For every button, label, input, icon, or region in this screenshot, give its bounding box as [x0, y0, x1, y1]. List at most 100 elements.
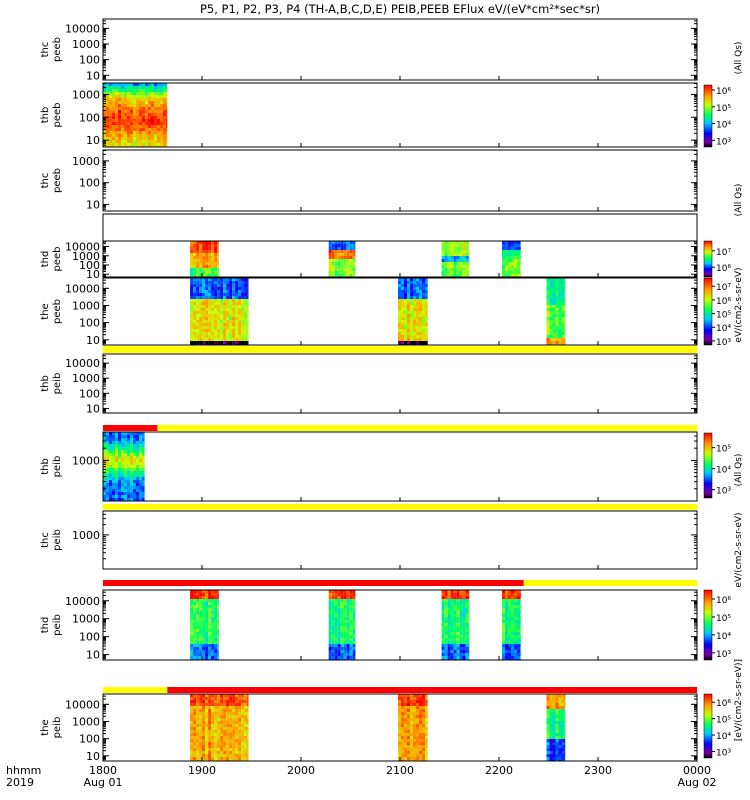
- y-tick-label: 10: [86, 198, 100, 211]
- y-tick-label: 10: [86, 334, 100, 347]
- colorbar-title: [eV/(cm2-s-sr-eV)]: [734, 659, 744, 741]
- spectrogram-block: [103, 83, 168, 147]
- y-tick-label: 1000: [72, 88, 100, 101]
- y-axis-label: thdpeib: [40, 614, 63, 636]
- colorbar: 10³ 10⁴ 10⁵ 10⁶: [703, 693, 731, 758]
- y-tick-label: 10: [86, 750, 100, 763]
- y-axis: 10 100 1000: [72, 149, 697, 211]
- spectrogram-block: [398, 278, 428, 345]
- panel-7: 1000 thbpeib 10³ 10⁴ 10⁵: [40, 431, 731, 510]
- status-bar: [167, 687, 698, 693]
- y-tick-label: 100: [79, 317, 100, 330]
- spectrogram-block: [328, 241, 356, 277]
- status-bar: [523, 580, 697, 586]
- colorbar-tick-label: 10⁶: [716, 699, 731, 709]
- colorbar-tick-label: 10⁶: [716, 596, 731, 606]
- y-tick-label: 100: [79, 387, 100, 400]
- colorbar-tick-label: 10⁵: [716, 311, 731, 321]
- spectrogram-block: [328, 590, 356, 660]
- y-tick-label: 100: [79, 259, 100, 272]
- y-axis-label: thbpeib: [40, 373, 63, 395]
- spectrogram-block: [441, 590, 470, 660]
- status-bar: [103, 504, 697, 510]
- x-tick-label: 2000: [287, 764, 315, 777]
- colorbar-tick-label: 10³: [716, 748, 731, 758]
- status-bar: [103, 346, 697, 353]
- status-bar: [103, 580, 524, 586]
- colorbar-title: (All Qs): [734, 42, 744, 75]
- panel-frame: [102, 82, 698, 148]
- status-bar: [103, 687, 168, 693]
- y-tick-label: 1000: [72, 529, 100, 542]
- x-tick-label: 2300: [584, 764, 612, 777]
- colorbar-tick-label: 10⁶: [716, 87, 731, 97]
- spectrogram-block: [441, 241, 470, 277]
- colorbar-title: (All Qs): [734, 454, 744, 487]
- y-tick-label: 100: [79, 177, 100, 190]
- panel-frame: [102, 353, 698, 414]
- colorbar-title: (All Qs): [734, 184, 744, 217]
- y-axis-label: thepeeb: [40, 299, 63, 324]
- spectrogram-block: [190, 278, 249, 345]
- y-tick-label: 1000: [72, 715, 100, 728]
- y-tick-label: 100: [79, 111, 100, 124]
- spectrogram-block: [190, 694, 249, 761]
- y-tick-label: 1000: [72, 613, 100, 626]
- y-axis-label: thepeib: [40, 717, 63, 739]
- y-tick-label: 1000: [72, 454, 100, 467]
- x-tick-label: 1800: [89, 764, 117, 777]
- x-axis-row1-label: hhmm: [6, 764, 41, 777]
- y-axis-label: thbpeib: [40, 456, 63, 478]
- x-date-label: Aug 01: [84, 776, 123, 789]
- panel-frame: [102, 431, 698, 502]
- status-bar: [103, 425, 158, 431]
- y-axis-label: thcpeib: [40, 529, 63, 551]
- colorbar-title: eV/(cm2-s-sr-eV): [734, 267, 744, 342]
- status-bar: [157, 425, 697, 431]
- colorbar-tick-label: 10⁵: [716, 445, 731, 455]
- colorbar-tick-label: 10⁴: [716, 732, 731, 742]
- y-axis-label: thcpeeb: [40, 37, 63, 62]
- colorbar: 10³ 10⁴ 10⁵: [703, 432, 731, 499]
- x-tick-label: 1900: [188, 764, 216, 777]
- y-tick-label: 1000: [72, 250, 100, 263]
- y-tick-label: 10000: [65, 698, 100, 711]
- colorbar-tick-label: 10⁷: [716, 248, 731, 258]
- spectrogram-block: [103, 432, 145, 501]
- y-tick-label: 1000: [72, 372, 100, 385]
- y-tick-label: 1000: [72, 38, 100, 51]
- y-axis-label: thcpeeb: [40, 168, 63, 193]
- spectrogram-block: [502, 241, 521, 277]
- y-tick-label: 100: [79, 631, 100, 644]
- x-tick-label: 0000: [683, 764, 711, 777]
- y-tick-label: 10: [86, 134, 100, 147]
- colorbar-tick-label: 10⁴: [716, 632, 731, 642]
- panel-frame: [102, 149, 698, 212]
- x-axis-row2-label: 2019: [6, 776, 34, 789]
- colorbar-tick-label: 10⁵: [716, 716, 731, 726]
- y-tick-label: 10000: [65, 282, 100, 295]
- spectrogram-block: [502, 590, 521, 660]
- x-axis: hhmm 2019 1800 1900 2000 2100 2200 2300 0000Au…: [6, 764, 716, 789]
- y-tick-label: 100: [79, 733, 100, 746]
- colorbar: 10³ 10⁴ 10⁵ 10⁶ 10⁷: [703, 277, 731, 348]
- colorbar-tick-label: 10³: [716, 487, 731, 497]
- colorbar-tick-label: 10⁵: [716, 104, 731, 114]
- colorbar-tick-label: 10⁴: [716, 121, 731, 131]
- colorbar-tick-label: 10⁶: [716, 264, 731, 274]
- x-tick-label: 2100: [386, 764, 414, 777]
- y-axis: 10 100 1000: [72, 83, 697, 147]
- y-axis: 1000: [72, 510, 697, 570]
- figure-title: P5, P1, P2, P3, P4 (TH-A,B,C,D,E) PEIB,P…: [200, 2, 600, 16]
- spectrogram-block: [190, 590, 219, 660]
